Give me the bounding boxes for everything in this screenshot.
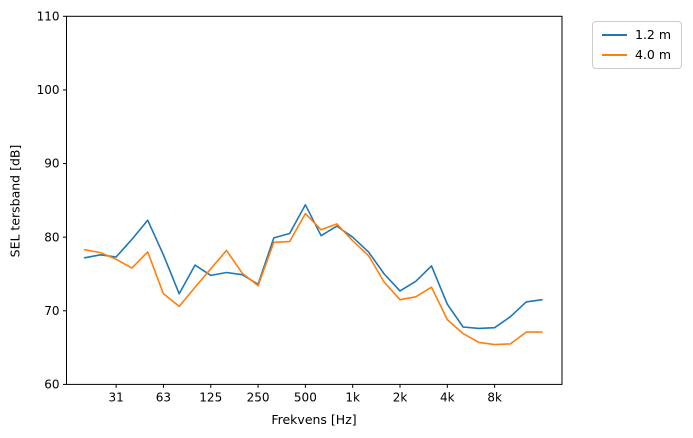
plot-border <box>66 15 563 385</box>
y-tick-label: 60 <box>44 378 59 392</box>
x-tick-label: 31 <box>108 390 123 404</box>
legend: 1.2 m 4.0 m <box>592 21 683 69</box>
legend-label: 1.2 m <box>635 27 672 42</box>
x-tick-label: 4k <box>440 390 455 404</box>
x-tick-label: 63 <box>156 390 171 404</box>
x-axis-label: Frekvens [Hz] <box>271 412 357 427</box>
y-tick-label: 100 <box>37 83 60 97</box>
legend-item: 4.0 m <box>602 46 672 62</box>
series-line-1-2-m <box>83 204 543 330</box>
legend-line-swatch <box>602 53 627 56</box>
x-tick-label: 500 <box>294 390 317 404</box>
legend-item: 1.2 m <box>602 27 672 42</box>
y-axis-label: SEL tersband [dB] <box>7 144 23 258</box>
x-tick-label: 1k <box>345 390 360 404</box>
x-tick-label: 2k <box>393 390 408 404</box>
y-tick-label: 80 <box>44 230 59 244</box>
legend-label: 4.0 m <box>635 46 672 62</box>
y-tick-label: 90 <box>44 157 59 171</box>
x-tick-label: 125 <box>199 390 222 404</box>
x-tick-label: 8k <box>487 390 502 404</box>
legend-line-swatch <box>602 34 627 37</box>
series-line-4-0-m <box>83 212 543 346</box>
y-tick-label: 70 <box>44 304 59 318</box>
x-tick-label: 250 <box>247 390 270 404</box>
y-tick-label: 110 <box>37 10 60 24</box>
